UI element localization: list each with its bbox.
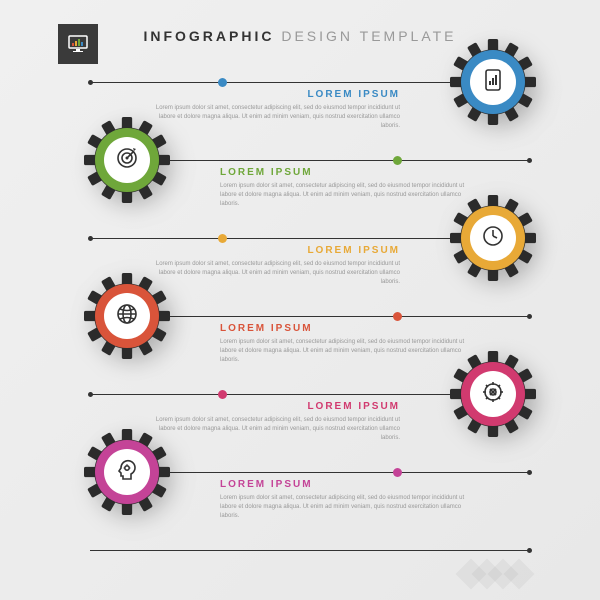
gear-x-icon bbox=[481, 380, 505, 409]
row-textblock: LOREM IPSUM Lorem ipsum dolor sit amet, … bbox=[140, 401, 400, 443]
gear-inner bbox=[104, 449, 150, 495]
target-icon bbox=[115, 146, 139, 175]
row-textblock: LOREM IPSUM Lorem ipsum dolor sit amet, … bbox=[140, 89, 400, 131]
gear-node bbox=[84, 429, 170, 515]
footer-decoration bbox=[466, 563, 530, 585]
row-dot bbox=[393, 468, 402, 477]
gear-ring bbox=[95, 440, 159, 504]
gear-inner bbox=[470, 59, 516, 105]
row-body: Lorem ipsum dolor sit amet, consectetur … bbox=[220, 494, 480, 521]
row-heading: LOREM IPSUM bbox=[140, 89, 400, 100]
gear-node bbox=[84, 117, 170, 203]
row-dot bbox=[393, 312, 402, 321]
line-end-dot bbox=[527, 548, 532, 553]
tablet-chart-icon bbox=[481, 68, 505, 97]
row-dot bbox=[218, 234, 227, 243]
gear-ring bbox=[95, 128, 159, 192]
gear-node bbox=[84, 273, 170, 359]
gear-node bbox=[450, 39, 536, 125]
row-body: Lorem ipsum dolor sit amet, consectetur … bbox=[220, 182, 480, 209]
row-heading: LOREM IPSUM bbox=[140, 245, 400, 256]
line-end-dot bbox=[88, 236, 93, 241]
line-end-dot bbox=[88, 80, 93, 85]
gear-ring bbox=[461, 362, 525, 426]
gear-inner bbox=[104, 293, 150, 339]
line-end-dot bbox=[88, 392, 93, 397]
timeline-row: LOREM IPSUM Lorem ipsum dolor sit amet, … bbox=[90, 472, 530, 550]
title-bold: INFOGRAPHIC bbox=[143, 28, 274, 44]
row-dot bbox=[393, 156, 402, 165]
row-body: Lorem ipsum dolor sit amet, consectetur … bbox=[140, 104, 400, 131]
row-heading: LOREM IPSUM bbox=[220, 167, 480, 178]
row-body: Lorem ipsum dolor sit amet, consectetur … bbox=[220, 338, 480, 365]
gear-node bbox=[450, 195, 536, 281]
title-light: DESIGN TEMPLATE bbox=[281, 28, 456, 44]
row-body: Lorem ipsum dolor sit amet, consectetur … bbox=[140, 416, 400, 443]
gear-ring bbox=[461, 206, 525, 270]
timeline-container: LOREM IPSUM Lorem ipsum dolor sit amet, … bbox=[90, 82, 530, 550]
row-textblock: LOREM IPSUM Lorem ipsum dolor sit amet, … bbox=[220, 167, 480, 209]
row-heading: LOREM IPSUM bbox=[140, 401, 400, 412]
row-body: Lorem ipsum dolor sit amet, consectetur … bbox=[140, 260, 400, 287]
row-textblock: LOREM IPSUM Lorem ipsum dolor sit amet, … bbox=[220, 323, 480, 365]
globe-icon bbox=[115, 302, 139, 331]
line-end-dot bbox=[527, 314, 532, 319]
gear-inner bbox=[470, 215, 516, 261]
gear-inner bbox=[104, 137, 150, 183]
gear-node bbox=[450, 351, 536, 437]
row-dot bbox=[218, 390, 227, 399]
line-end-dot bbox=[527, 470, 532, 475]
row-heading: LOREM IPSUM bbox=[220, 479, 480, 490]
row-line bbox=[90, 550, 530, 551]
head-bulb-icon bbox=[115, 458, 139, 487]
clock-icon bbox=[481, 224, 505, 253]
gear-ring bbox=[95, 284, 159, 348]
gear-inner bbox=[470, 371, 516, 417]
row-heading: LOREM IPSUM bbox=[220, 323, 480, 334]
gear-ring bbox=[461, 50, 525, 114]
line-end-dot bbox=[527, 158, 532, 163]
row-dot bbox=[218, 78, 227, 87]
row-textblock: LOREM IPSUM Lorem ipsum dolor sit amet, … bbox=[220, 479, 480, 521]
row-textblock: LOREM IPSUM Lorem ipsum dolor sit amet, … bbox=[140, 245, 400, 287]
